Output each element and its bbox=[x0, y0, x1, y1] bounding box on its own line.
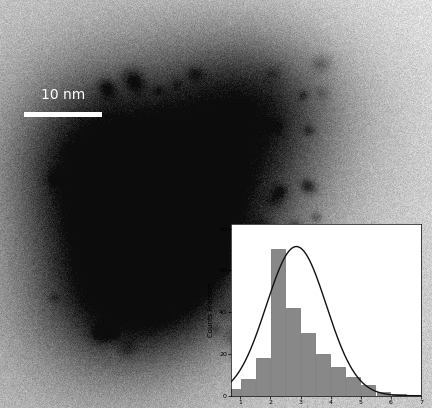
Bar bbox=[377, 392, 391, 396]
Text: 10 nm: 10 nm bbox=[41, 88, 85, 102]
Bar bbox=[271, 249, 285, 396]
Bar bbox=[226, 390, 240, 396]
Bar bbox=[24, 112, 102, 117]
Bar bbox=[362, 385, 375, 396]
Bar bbox=[301, 333, 315, 396]
Bar bbox=[331, 366, 345, 396]
Bar bbox=[316, 354, 330, 396]
Bar bbox=[286, 308, 300, 396]
Bar bbox=[256, 358, 270, 396]
Bar bbox=[346, 377, 360, 396]
Bar bbox=[241, 379, 254, 396]
Bar bbox=[392, 394, 406, 396]
Y-axis label: Counts Fraction: Counts Fraction bbox=[207, 283, 213, 337]
